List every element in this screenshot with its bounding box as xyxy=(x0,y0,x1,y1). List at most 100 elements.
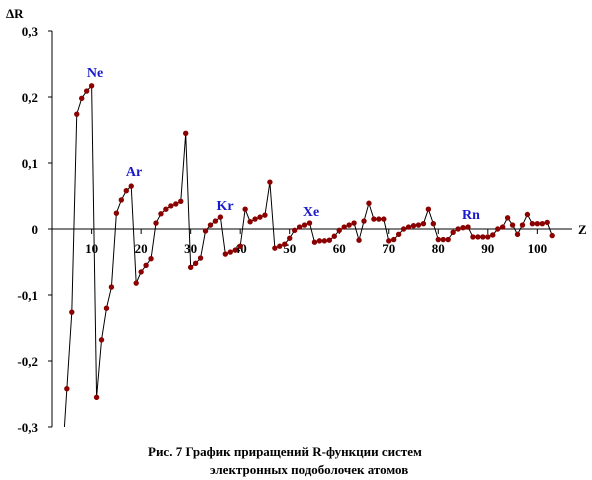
x-tick-label: 100 xyxy=(528,241,548,256)
data-point xyxy=(351,220,357,226)
data-point xyxy=(247,219,253,225)
data-point xyxy=(69,309,75,315)
data-point xyxy=(391,236,397,243)
data-point xyxy=(74,111,80,117)
data-point xyxy=(480,234,486,240)
data-point xyxy=(183,130,189,137)
x-tick-label: 30 xyxy=(184,241,197,256)
data-point xyxy=(400,226,407,232)
data-point xyxy=(311,239,318,245)
data-point xyxy=(291,227,298,234)
data-point xyxy=(415,222,422,228)
data-point xyxy=(485,234,491,240)
data-point xyxy=(257,214,263,220)
data-point xyxy=(371,216,377,222)
data-point xyxy=(405,224,412,230)
data-point xyxy=(287,235,293,241)
data-point xyxy=(534,221,541,227)
data-point xyxy=(331,233,337,239)
data-point xyxy=(381,216,387,222)
x-tick-label: 20 xyxy=(135,241,148,256)
data-point xyxy=(168,203,174,209)
data-point xyxy=(79,95,85,102)
data-point xyxy=(519,222,526,228)
data-point xyxy=(326,237,333,243)
data-point xyxy=(232,247,238,253)
data-point xyxy=(366,200,372,206)
data-point xyxy=(306,220,313,226)
data-point xyxy=(252,216,258,222)
data-point xyxy=(282,241,288,247)
data-point xyxy=(499,224,506,230)
element-annotation: Kr xyxy=(216,199,233,214)
data-point xyxy=(187,264,194,270)
caption-line: электронных подоболочек атомов xyxy=(210,462,408,477)
x-tick-label: 80 xyxy=(432,241,445,256)
data-point xyxy=(237,243,243,249)
data-point xyxy=(118,197,125,203)
data-point xyxy=(207,222,214,228)
data-point xyxy=(197,255,204,261)
data-point xyxy=(202,228,209,234)
data-point xyxy=(192,260,199,267)
data-point xyxy=(316,238,323,244)
data-point xyxy=(93,394,100,400)
data-point xyxy=(450,229,456,236)
data-point xyxy=(272,245,278,251)
y-tick-label: -0,1 xyxy=(17,288,38,303)
x-tick-label: 70 xyxy=(382,241,395,256)
y-tick-label: -0,3 xyxy=(17,420,38,435)
series-line xyxy=(63,84,553,427)
data-point xyxy=(509,222,516,228)
data-point xyxy=(410,223,417,229)
data-point xyxy=(321,238,328,244)
data-point xyxy=(267,179,273,185)
data-point xyxy=(544,219,550,226)
data-point xyxy=(83,88,90,94)
data-point xyxy=(103,305,110,311)
data-point xyxy=(435,236,441,243)
x-axis-label: Z xyxy=(578,222,587,237)
data-point xyxy=(440,236,446,243)
data-point xyxy=(539,221,545,227)
element-annotation: Xe xyxy=(303,205,319,220)
y-tick-label: 0,3 xyxy=(22,24,39,39)
x-tick-label: 60 xyxy=(333,241,346,256)
element-annotation: Rn xyxy=(462,208,480,223)
data-point xyxy=(123,188,129,194)
data-point xyxy=(460,224,466,231)
data-point xyxy=(64,386,70,392)
data-point xyxy=(158,211,164,217)
data-point xyxy=(524,211,531,218)
data-point xyxy=(495,226,501,232)
y-axis-label: ΔR xyxy=(6,6,24,21)
data-point xyxy=(277,243,283,249)
data-point xyxy=(60,464,64,468)
data-point xyxy=(386,238,392,244)
data-point xyxy=(153,220,159,226)
caption-line: Рис. 7 График приращений R-функции систе… xyxy=(148,444,422,459)
data-point xyxy=(356,237,362,243)
element-annotation: Ar xyxy=(126,165,142,180)
y-tick-label: 0 xyxy=(32,222,39,237)
data-point xyxy=(504,215,511,221)
data-point xyxy=(163,206,169,212)
data-point xyxy=(212,218,219,224)
data-point xyxy=(490,232,496,238)
data-point xyxy=(336,227,342,234)
y-tick-label: -0,2 xyxy=(17,354,38,369)
data-point xyxy=(425,206,432,212)
data-point xyxy=(242,206,248,212)
data-point xyxy=(470,234,476,240)
data-point xyxy=(148,256,154,262)
data-point xyxy=(376,216,382,222)
data-point xyxy=(108,284,115,290)
data-point xyxy=(222,251,229,257)
y-tick-label: 0,2 xyxy=(22,90,38,105)
data-point xyxy=(529,221,536,227)
data-point xyxy=(430,221,437,227)
data-point xyxy=(346,222,352,228)
data-point xyxy=(514,231,521,237)
data-point xyxy=(178,198,184,204)
